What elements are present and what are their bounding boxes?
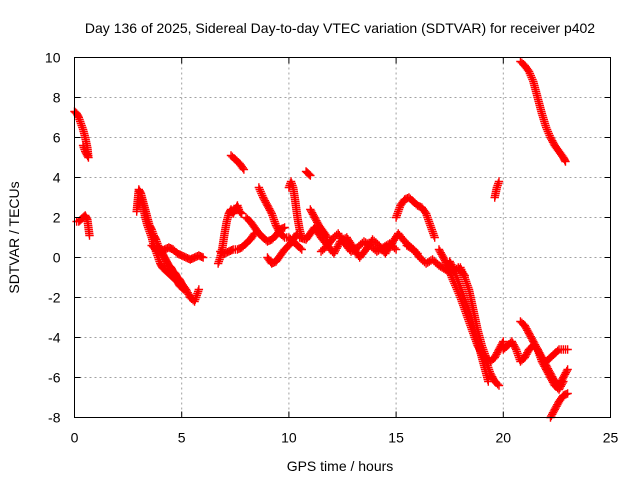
data-point (136, 187, 145, 197)
data-point (82, 213, 91, 223)
data-point (249, 230, 258, 240)
x-tick-label: 25 (603, 430, 619, 446)
data-point (179, 285, 189, 294)
data-point (494, 177, 504, 186)
data-point (238, 163, 248, 173)
data-point (484, 377, 493, 386)
x-axis-label: GPS time / hours (287, 458, 394, 474)
y-tick-label: -2 (48, 290, 61, 306)
data-point (85, 231, 94, 240)
x-tick-label: 0 (71, 430, 79, 446)
data-point (532, 343, 541, 353)
plot-frame (74, 57, 611, 418)
y-tick-label: -6 (48, 370, 61, 386)
y-tick-label: 2 (53, 210, 61, 226)
data-point (305, 170, 314, 179)
data-point (237, 209, 246, 218)
axis-ticks: 0 5 10 15 20 25 -8 -6 -4 -2 0 2 4 6 8 10 (45, 50, 619, 446)
data-point (558, 378, 567, 388)
data-point (563, 365, 572, 374)
data-point (561, 157, 570, 166)
grid-lines (74, 57, 611, 418)
data-point (322, 231, 331, 241)
data-point (81, 148, 91, 158)
y-tick-label: 6 (53, 130, 61, 146)
y-tick-label: 4 (53, 170, 61, 186)
data-point (499, 337, 508, 346)
data-point (278, 231, 288, 241)
data-point (296, 243, 305, 253)
data-point (266, 207, 276, 217)
data-point (236, 208, 245, 217)
data-point (178, 284, 187, 293)
y-tick-label: 0 (53, 250, 61, 266)
y-tick-label: -8 (48, 410, 61, 426)
data-point (198, 253, 208, 262)
data-point (448, 263, 458, 273)
data-point (553, 346, 562, 356)
data-point (494, 381, 504, 390)
data-point (430, 233, 439, 242)
y-tick-label: -4 (48, 330, 61, 346)
data-point (560, 155, 569, 165)
data-point (493, 379, 502, 389)
data-point (562, 366, 571, 376)
data-point (391, 245, 401, 254)
data-point (280, 223, 289, 232)
data-point (511, 343, 520, 353)
data-point (498, 338, 507, 348)
data-point (563, 345, 572, 354)
x-tick-label: 15 (388, 430, 404, 446)
y-tick-label: 8 (53, 90, 61, 106)
data-point (194, 285, 204, 294)
data-point (559, 377, 568, 386)
x-tick-label: 5 (178, 430, 186, 446)
x-tick-label: 20 (496, 430, 512, 446)
data-points (70, 57, 572, 422)
data-point (323, 233, 332, 242)
data-point (306, 171, 315, 180)
data-point (297, 245, 306, 254)
chart-title: Day 136 of 2025, Sidereal Day-to-day VTE… (85, 20, 595, 36)
data-point (563, 389, 572, 398)
data-point (73, 111, 83, 121)
y-tick-label: 10 (45, 50, 61, 66)
x-tick-label: 10 (281, 430, 297, 446)
data-point (78, 141, 88, 150)
data-point (239, 165, 249, 174)
y-axis-label: SDTVAR / TECUs (6, 181, 22, 293)
